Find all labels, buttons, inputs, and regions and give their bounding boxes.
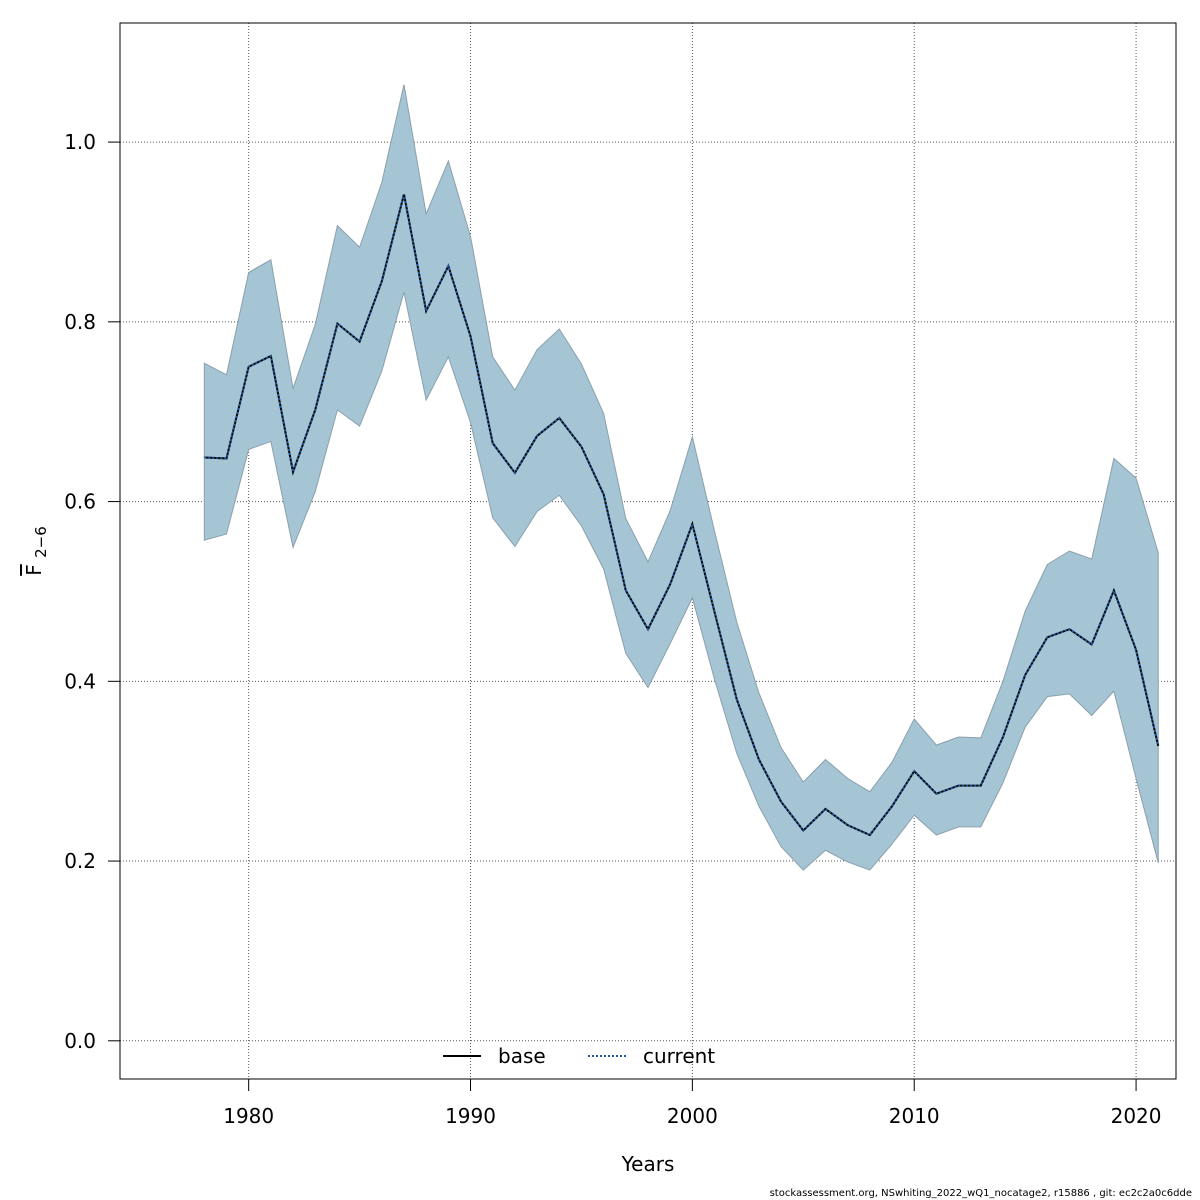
y-axis-title-subscript: 2−6 [32,526,50,558]
plot-frame [119,22,1177,1080]
axes: 0.0 0.2 0.4 0.6 0.8 1.0 1980 1990 2000 2010 2020 [64,130,1161,1128]
x-tick-label: 1990 [445,1104,496,1128]
footer-note: stockassessment.org, NSwhiting_2022_wQ1_… [769,1188,1192,1199]
x-tick-label: 2010 [889,1104,940,1128]
grid [120,23,1176,1079]
y-axis-title: F 2−6 [22,526,50,576]
y-tick-label: 0.8 [64,310,96,334]
x-tick-label: 1980 [223,1104,274,1128]
x-tick-label: 2020 [1111,1104,1162,1128]
x-tick-label: 2000 [667,1104,718,1128]
y-tick-label: 0.4 [64,669,96,693]
legend-label-base: base [498,1044,546,1068]
legend: base current [443,1044,715,1068]
y-axis-title-main: F [22,564,46,576]
series-line-current [204,193,1160,837]
svg-text:F 2−6: F 2−6 [22,526,50,576]
y-tick-label: 0.2 [64,849,96,873]
series-lines [204,193,1160,837]
confidence-band [203,84,1159,871]
y-tick-label: 1.0 [64,130,96,154]
legend-label-current: current [643,1044,715,1068]
x-axis-title: Years [621,1152,675,1176]
y-tick-label: 0.6 [64,490,96,514]
y-tick-label: 0.0 [64,1029,96,1053]
